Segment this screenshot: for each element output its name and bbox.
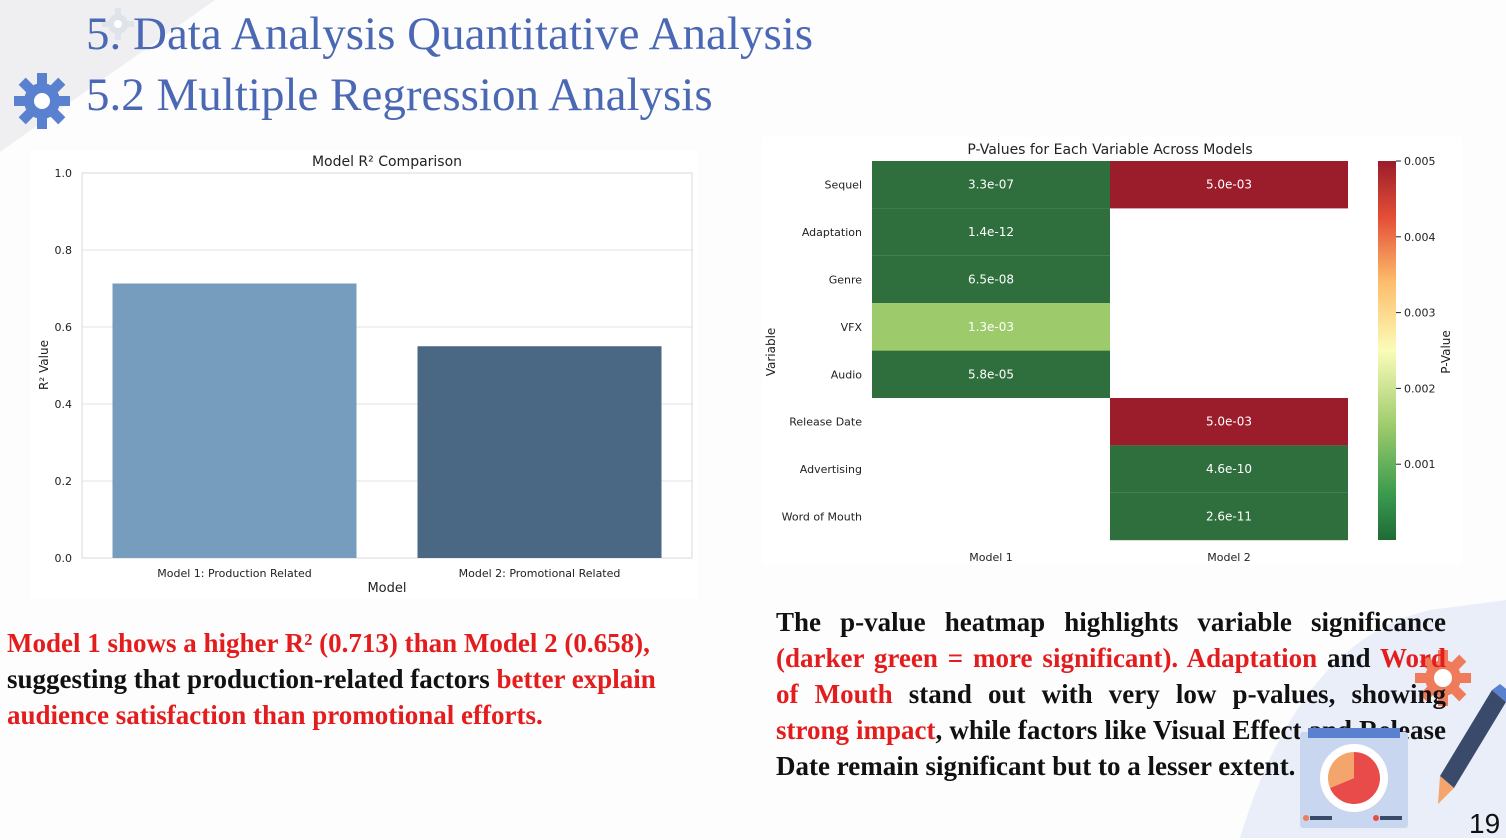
column-label: Model 2: [1207, 551, 1251, 564]
r2-bar-chart: 0.0 0.2 0.4 0.6 0.8 1.0 Model 1: Production R…: [30, 150, 698, 598]
row-label: Genre: [829, 274, 863, 287]
cell-value-label: 3.3e-07: [968, 178, 1014, 192]
text-highlight: (darker green = more significant).: [776, 643, 1179, 673]
pvalue-heatmap: 3.3e-07 5.0e-03 1.4e-12 6.5e-08 1.3e-03 5.8e-…: [762, 137, 1462, 565]
small-gear-icon: [102, 8, 134, 40]
cell-value-label: 1.4e-12: [968, 225, 1014, 239]
slide-subtitle: 5.2 Multiple Regression Analysis: [86, 69, 713, 121]
row-label: Advertising: [800, 463, 862, 476]
heatmap-cell: [1110, 445, 1348, 493]
heatmap-cell: [1110, 398, 1348, 446]
colorbar-tick-label: 0.002: [1404, 382, 1436, 395]
column-label: Model 1: [969, 551, 1013, 564]
bar-chart-svg: 0.0 0.2 0.4 0.6 0.8 1.0 Model 1: Production R…: [37, 154, 693, 596]
pencil-icon: [1438, 684, 1506, 804]
presentation-board-icon: [1300, 728, 1408, 828]
page-number: 19: [1469, 808, 1501, 839]
cell-value-label: 6.5e-08: [968, 273, 1014, 287]
row-label: VFX: [841, 321, 863, 334]
colorbar-tick-label: 0.004: [1404, 231, 1436, 244]
text-highlight: strong impact: [776, 715, 936, 745]
row-label: Adaptation: [802, 226, 862, 239]
model-comparison-text: Model 1 shows a higher R² (0.713) than M…: [7, 625, 735, 733]
cell-value-label: 2.6e-11: [1206, 510, 1252, 524]
bar: [417, 346, 662, 558]
colorbar-label: P-Value: [1439, 330, 1453, 374]
y-tick-label: 0.2: [55, 475, 73, 488]
heatmap-cell: [872, 255, 1110, 304]
text-highlight: Adaptation: [1186, 643, 1318, 673]
row-label: Word of Mouth: [782, 511, 862, 524]
row-label: Audio: [831, 368, 863, 381]
text-plain: stand out with very low p-values, showin…: [892, 679, 1447, 709]
cell-value-label: 5.0e-03: [1206, 178, 1252, 192]
x-tick-label: Model 1: Production Related: [157, 567, 312, 580]
colorbar-tick-label: 0.003: [1404, 307, 1436, 320]
heatmap-cell: [872, 350, 1110, 398]
bar-chart-xlabel: Model: [367, 581, 406, 596]
heatmap-cell: [1110, 161, 1348, 209]
colorbar: [1378, 161, 1396, 540]
heatmap-cell: [872, 161, 1110, 209]
colorbar-tick-label: 0.005: [1404, 155, 1436, 168]
y-tick-label: 0.0: [55, 552, 73, 565]
heatmap-cell: [872, 208, 1110, 256]
row-label: Sequel: [824, 179, 862, 192]
slide-title: 5. Data Analysis Quantitative Analysis: [86, 8, 814, 60]
text-plain: The p-value heatmap highlights variable …: [776, 607, 1446, 637]
heatmap-cell: [1110, 492, 1348, 541]
bar-chart-ylabel: R² Value: [37, 340, 51, 390]
text-highlight: Model 1 shows a higher R² (0.713) than M…: [7, 628, 650, 658]
text-highlight: better explain audience satisfaction tha…: [7, 664, 656, 730]
heatmap-cell: [872, 303, 1110, 351]
colorbar-tick-label: 0.001: [1404, 458, 1436, 471]
y-tick-label: 0.4: [55, 398, 73, 411]
heatmap-ylabel: Variable: [764, 328, 778, 377]
x-tick-label: Model 2: Promotional Related: [459, 567, 621, 580]
text-plain: and: [1317, 643, 1380, 673]
cell-value-label: 1.3e-03: [968, 320, 1014, 334]
cell-value-label: 5.0e-03: [1206, 415, 1252, 429]
bar-chart-title: Model R² Comparison: [312, 154, 462, 170]
row-label: Release Date: [789, 416, 862, 429]
text-highlight: Word of Mouth: [776, 643, 1447, 709]
y-tick-label: 0.8: [55, 244, 73, 257]
heatmap-svg: 3.3e-07 5.0e-03 1.4e-12 6.5e-08 1.3e-03 5.8e-…: [764, 142, 1453, 564]
gear-icon: [14, 73, 70, 129]
y-tick-label: 0.6: [55, 321, 73, 334]
orange-gear-icon: [1415, 650, 1471, 706]
y-tick-label: 1.0: [55, 167, 73, 180]
cell-value-label: 4.6e-10: [1206, 462, 1252, 476]
cell-value-label: 5.8e-05: [968, 367, 1014, 381]
plot-frame: [81, 172, 693, 559]
text-plain: suggesting that production-related facto…: [7, 664, 497, 694]
text-plain: [1178, 643, 1186, 673]
heatmap-title: P-Values for Each Variable Across Models: [967, 142, 1252, 158]
bar: [112, 283, 357, 558]
